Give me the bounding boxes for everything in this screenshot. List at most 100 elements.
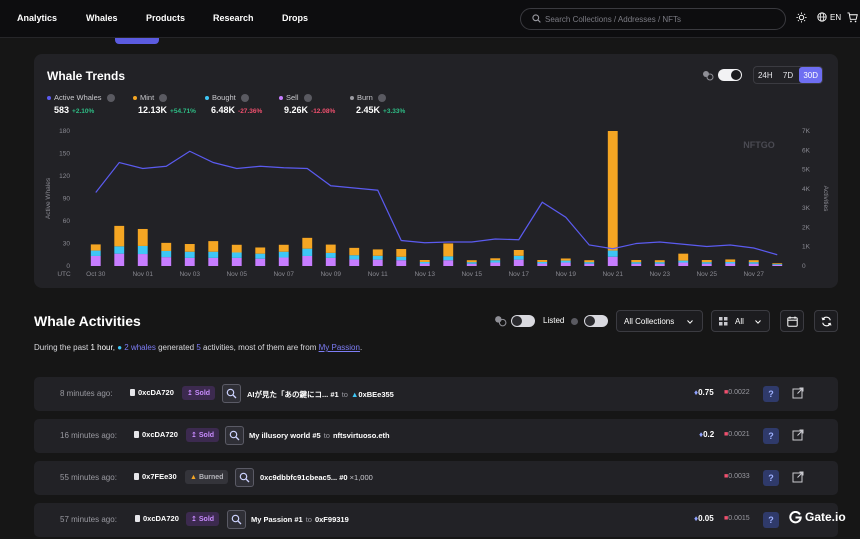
activity-row[interactable]: 55 minutes ago: 0x7FEe30 ▲ Burned 0xc9dbb… bbox=[34, 461, 838, 495]
gas-icon: ■ bbox=[724, 515, 729, 522]
bar-sell bbox=[490, 262, 501, 266]
bar-sell bbox=[184, 257, 195, 266]
bar-mint bbox=[490, 258, 501, 261]
legend-value: 12.13K bbox=[138, 105, 168, 115]
legend-label: Mint bbox=[140, 93, 155, 102]
bar-mint bbox=[349, 247, 360, 256]
bar-bought bbox=[678, 260, 689, 263]
whale-address[interactable]: 0x7FEe30 bbox=[134, 472, 177, 481]
bar-mint bbox=[372, 249, 383, 256]
summary-mid: generated bbox=[155, 343, 197, 352]
nav-drops[interactable]: Drops bbox=[282, 13, 309, 23]
status-badge: ↥ Sold bbox=[186, 428, 220, 442]
bar-bought bbox=[607, 250, 618, 257]
summary-period: 1 hour bbox=[90, 343, 113, 352]
bar-mint bbox=[537, 260, 548, 262]
bar-sell bbox=[654, 263, 665, 266]
recipient-address[interactable]: 0xBEe355 bbox=[358, 390, 394, 399]
activity-row[interactable]: 16 minutes ago: 0xcDA720 ↥ Sold My illuso… bbox=[34, 419, 838, 453]
search-box[interactable] bbox=[520, 8, 786, 30]
y-right-tick-label: 5K bbox=[802, 167, 811, 174]
nft-thumbnail[interactable] bbox=[227, 510, 246, 529]
activity-row[interactable]: 8 minutes ago: 0xcDA720 ↥ Sold AIが見た「あの鍵に… bbox=[34, 377, 838, 411]
nft-thumbnail[interactable] bbox=[235, 468, 254, 487]
whale-emoji-icon: ● bbox=[117, 343, 123, 352]
theme-sun-icon[interactable] bbox=[796, 12, 807, 23]
nav-products[interactable]: Products bbox=[146, 13, 186, 23]
nft-name[interactable]: My Passion #1 to 0xF99319 bbox=[251, 515, 349, 524]
whale-filter-icon[interactable] bbox=[494, 315, 507, 327]
legend-sell[interactable]: Sell bbox=[279, 93, 312, 102]
summary-sep: , bbox=[112, 343, 118, 352]
whale-filter-icon[interactable] bbox=[702, 70, 714, 81]
nav-analytics[interactable]: Analytics bbox=[17, 13, 58, 23]
whale-address[interactable]: 0xcDA720 bbox=[130, 388, 174, 397]
bar-sell bbox=[137, 254, 148, 266]
whale-filter-toggle[interactable] bbox=[718, 69, 742, 81]
line-active-whales bbox=[95, 150, 778, 256]
help-button[interactable]: ? bbox=[763, 512, 779, 528]
external-link-icon[interactable] bbox=[792, 471, 804, 483]
nav-research[interactable]: Research bbox=[213, 13, 254, 23]
recipient-address[interactable]: 0xF99319 bbox=[314, 515, 349, 524]
external-link-icon[interactable] bbox=[792, 387, 804, 399]
nft-thumbnail[interactable] bbox=[225, 426, 244, 445]
bar-mint bbox=[748, 260, 759, 263]
whale-address[interactable]: 0xcDA720 bbox=[134, 430, 178, 439]
bar-bought bbox=[137, 245, 148, 255]
legend-dot bbox=[279, 95, 283, 100]
range-7d-button[interactable]: 7D bbox=[782, 70, 794, 80]
legend-burn[interactable]: Burn bbox=[350, 93, 386, 102]
help-button[interactable]: ? bbox=[763, 386, 779, 402]
x-tick-label: Nov 15 bbox=[461, 271, 482, 278]
legend-mint[interactable]: Mint bbox=[133, 93, 168, 102]
summary-prefix: During the past bbox=[34, 343, 91, 352]
calendar-button[interactable] bbox=[780, 310, 804, 332]
recipient-address[interactable]: nftsvirtuoso.eth bbox=[332, 431, 390, 440]
gate-logo-icon bbox=[789, 510, 802, 523]
bar-bought bbox=[490, 260, 501, 263]
range-30d-button[interactable]: 30D bbox=[799, 67, 823, 83]
nft-name[interactable]: AIが見た「あの鍵にコ... #1 to ▲0xBEe355 bbox=[247, 389, 394, 400]
nft-name[interactable]: 0xc9dbbfc91cbeac5... #0 ×1,000 bbox=[260, 473, 373, 482]
range-24h-button[interactable]: 24H bbox=[757, 70, 773, 80]
nav-whales[interactable]: Whales bbox=[86, 13, 118, 23]
brand-name: Gate.io bbox=[805, 510, 846, 524]
legend-bought[interactable]: Bought bbox=[205, 93, 249, 102]
refresh-button[interactable] bbox=[814, 310, 838, 332]
legend-active-whales[interactable]: Active Whales bbox=[47, 93, 115, 102]
help-button[interactable]: ? bbox=[763, 470, 779, 486]
bar-mint bbox=[631, 260, 642, 263]
bar-bought bbox=[396, 256, 407, 261]
bar-bought bbox=[325, 252, 336, 258]
nft-search-icon bbox=[226, 388, 237, 399]
activity-time: 8 minutes ago: bbox=[60, 389, 113, 398]
activity-type-select[interactable]: All bbox=[711, 310, 770, 332]
summary-collection-link[interactable]: My Passion bbox=[318, 343, 360, 352]
collections-select[interactable]: All Collections bbox=[616, 310, 703, 332]
language-label: EN bbox=[830, 12, 842, 22]
bar-bought bbox=[208, 251, 219, 258]
nft-name[interactable]: My illusory world #5 to nftsvirtuoso.eth bbox=[249, 431, 390, 440]
gas-fee-value: 0.0033 bbox=[728, 473, 750, 480]
bar-mint bbox=[607, 131, 618, 251]
external-link-icon[interactable] bbox=[792, 429, 804, 441]
whale-only-toggle[interactable] bbox=[511, 315, 535, 327]
bar-bought bbox=[114, 246, 125, 254]
activity-row[interactable]: 57 minutes ago: 0xcDA720 ↥ Sold My Passio… bbox=[34, 503, 838, 537]
listed-toggle[interactable] bbox=[584, 315, 608, 327]
x-tick-label: Nov 03 bbox=[179, 271, 200, 278]
whale-address-text: 0xcDA720 bbox=[138, 388, 174, 397]
cart-icon[interactable] bbox=[847, 12, 858, 23]
help-button[interactable]: ? bbox=[763, 428, 779, 444]
whale-address[interactable]: 0xcDA720 bbox=[135, 514, 179, 523]
nft-thumbnail[interactable] bbox=[222, 384, 241, 403]
bar-mint bbox=[161, 242, 172, 251]
language-switch[interactable]: EN bbox=[817, 12, 841, 22]
bar-mint bbox=[560, 258, 571, 261]
search-input[interactable] bbox=[545, 11, 780, 27]
whale-activities-title: Whale Activities bbox=[34, 313, 141, 329]
legend-label: Sell bbox=[286, 93, 299, 102]
collections-select-value: All Collections bbox=[624, 316, 675, 326]
bar-mint bbox=[584, 260, 595, 263]
